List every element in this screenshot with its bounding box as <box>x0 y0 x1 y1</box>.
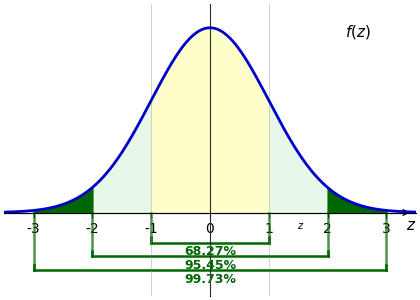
Text: 68.27%: 68.27% <box>184 245 236 258</box>
Text: $f(z)$: $f(z)$ <box>345 23 371 41</box>
Text: $z$: $z$ <box>405 219 416 233</box>
Text: 95.45%: 95.45% <box>184 259 236 272</box>
Text: $z$: $z$ <box>297 221 305 231</box>
Text: 99.73%: 99.73% <box>184 273 236 286</box>
